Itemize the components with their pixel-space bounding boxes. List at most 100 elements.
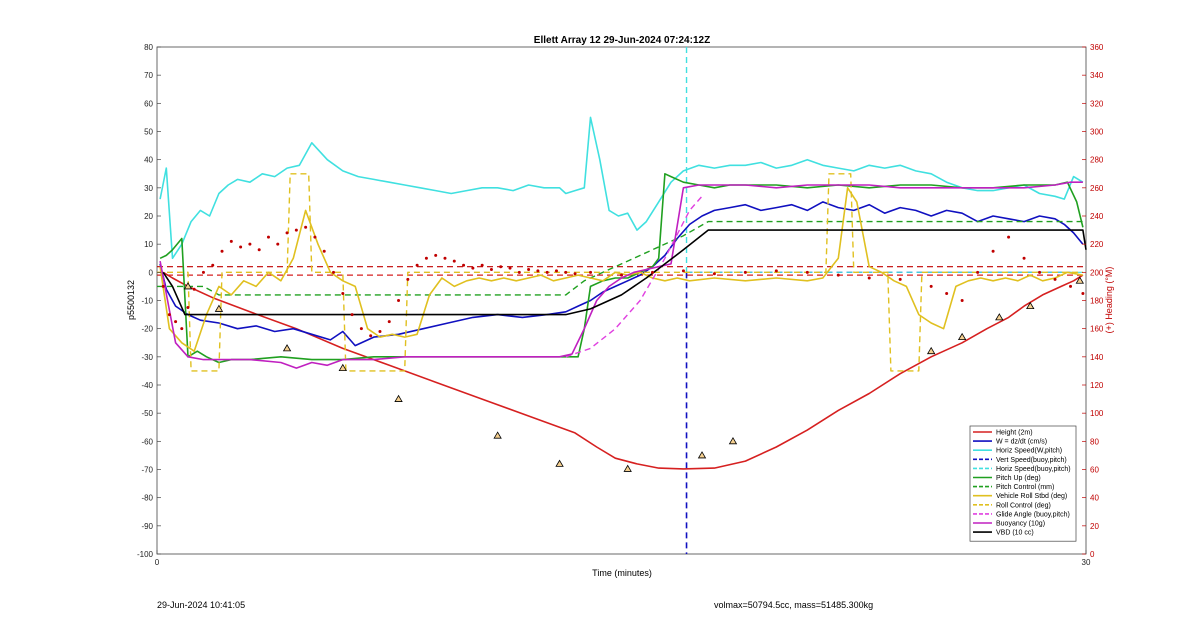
heading-point [359, 327, 363, 331]
heading-point [499, 265, 503, 269]
heading-point [201, 270, 205, 274]
heading-point [1022, 256, 1026, 260]
y-tick-label: 70 [144, 71, 153, 80]
heading-point [174, 320, 178, 324]
legend-label: VBD (10 cc) [996, 530, 1034, 537]
plot-frame [156, 46, 1087, 555]
y2-tick-label: 300 [1090, 128, 1104, 137]
heading-point [167, 313, 171, 317]
heading-point [1007, 235, 1011, 239]
y-tick-label: 40 [144, 156, 153, 165]
heading-point [276, 242, 280, 246]
triangle-marker [728, 437, 738, 445]
y-axis-left: 80 70 60 50 40 30 20 10 0 -10 -20 -30 -40 -50 -60 -70 -8… [137, 43, 161, 559]
heading-point [313, 235, 317, 239]
y-tick-label: -70 [141, 466, 153, 475]
heading-point [322, 249, 326, 253]
heading-point [898, 277, 902, 281]
heading-point [620, 273, 623, 277]
heading-point [462, 263, 466, 267]
heading-point [564, 270, 568, 274]
y2-tick-label: 320 [1090, 99, 1104, 108]
heading-point [836, 273, 840, 277]
heading-point [573, 272, 577, 276]
triangle-marker [995, 313, 1004, 321]
y-tick-label: -90 [141, 522, 153, 531]
heading-point [378, 329, 382, 333]
y2-tick-label: 20 [1090, 522, 1099, 531]
x-tick-label: 0 [155, 558, 160, 567]
heading-point [960, 299, 964, 302]
heading-point [406, 277, 410, 281]
legend-label: Glide Angle (buoy,pitch) [996, 511, 1070, 518]
heading-point [186, 306, 190, 310]
y2-tick-label: 100 [1090, 409, 1104, 418]
y-tick-label: 80 [144, 43, 153, 52]
y2-tick-label: 200 [1090, 268, 1104, 277]
heading-point [332, 270, 336, 274]
legend-label: W = dz/dt (cm/s) [996, 439, 1047, 446]
heading-point [350, 313, 354, 317]
heading-point [257, 248, 261, 252]
heading-point [304, 225, 308, 229]
triangle-marker [214, 304, 224, 312]
triangle-marker [1026, 301, 1035, 310]
heading-point [161, 284, 165, 288]
legend-label: Horiz Speed(W,pitch) [996, 448, 1062, 455]
y2-tick-label: 0 [1090, 550, 1095, 559]
heading-point [774, 269, 778, 273]
heading-point [681, 269, 685, 273]
triangle-marker [394, 394, 403, 402]
legend-label: Horiz Speed(buoy,pitch) [996, 466, 1071, 473]
heading-point [285, 231, 289, 235]
heading-point [1069, 284, 1073, 288]
heading-point [211, 263, 215, 267]
legend-label: Pitch Up (deg) [996, 475, 1041, 482]
heading-point [527, 268, 531, 272]
x-axis: 0 30 [155, 550, 1091, 567]
heading-point [471, 266, 475, 270]
legend-label: Roll Control (deg) [996, 502, 1051, 509]
heading-point [867, 276, 871, 280]
y-tick-label: -60 [141, 437, 153, 446]
y2-tick-label: 80 [1090, 437, 1099, 446]
y2-tick-label: 160 [1090, 325, 1104, 334]
heading-point [248, 242, 252, 246]
y2-tick-label: 180 [1090, 297, 1104, 306]
y-tick-label: 0 [149, 268, 154, 277]
series-line-0 [162, 271, 1084, 470]
y-tick-label: 60 [144, 99, 153, 108]
y2-tick-label: 360 [1090, 43, 1104, 52]
y2-tick-label: 120 [1090, 381, 1104, 390]
y-tick-label: -100 [137, 550, 154, 559]
heading-point [229, 239, 233, 243]
y2-axis-label: (+) Heading (°M) [1104, 267, 1114, 334]
footer-timestamp: 29-Jun-2024 10:41:05 [157, 600, 246, 610]
heading-point [239, 245, 243, 249]
heading-point [743, 270, 747, 274]
y-tick-label: -50 [141, 409, 153, 418]
legend-label: Vehicle Roll Stbd (deg) [996, 493, 1067, 500]
triangle-marker [555, 459, 564, 467]
y2-tick-label: 340 [1090, 71, 1104, 80]
triangle-marker [1075, 276, 1085, 284]
series-line-10 [159, 181, 1083, 369]
heading-point [1038, 270, 1042, 274]
legend: Height (2m) W = dz/dt (cm/s) Horiz Speed(W… [969, 425, 1077, 542]
heading-point [991, 249, 995, 253]
heading-point [1053, 277, 1057, 281]
heading-point [443, 256, 447, 260]
heading-point [480, 263, 484, 267]
series-line-9 [565, 195, 703, 358]
y-tick-label: -30 [141, 353, 153, 362]
triangle-marker [282, 344, 292, 352]
heading-point [545, 270, 549, 274]
triangle-marker [957, 332, 967, 341]
y-tick-label: -40 [141, 381, 153, 390]
heading-point [294, 228, 298, 232]
legend-label: Vert Speed(buoy,pitch) [996, 457, 1067, 464]
triangle-marker [623, 464, 632, 472]
heading-point [554, 269, 558, 273]
legend-box [969, 425, 1077, 542]
